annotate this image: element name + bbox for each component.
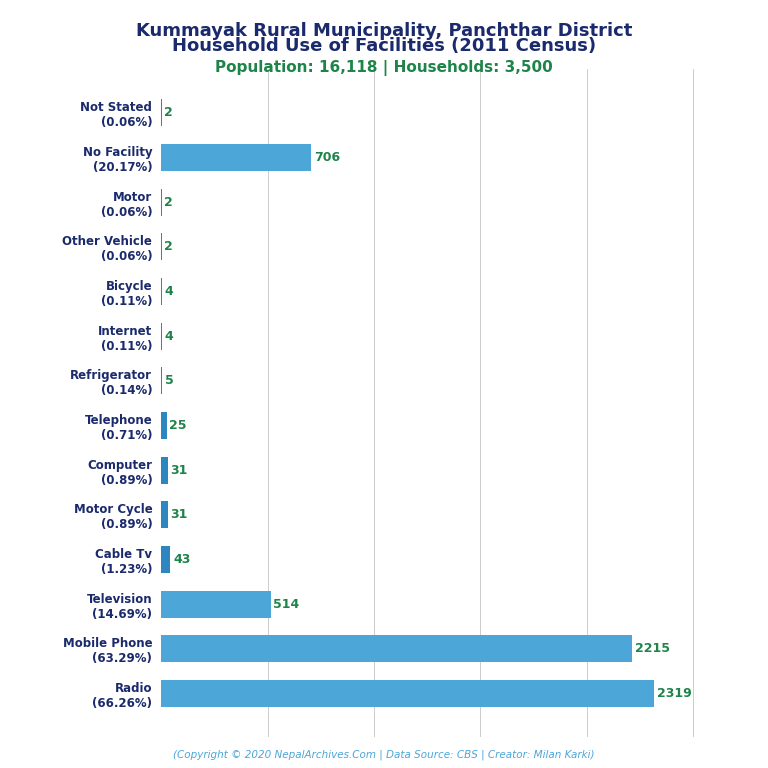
Text: 2: 2 xyxy=(164,240,173,253)
Text: 43: 43 xyxy=(173,553,190,566)
Text: (Copyright © 2020 NepalArchives.Com | Data Source: CBS | Creator: Milan Karki): (Copyright © 2020 NepalArchives.Com | Da… xyxy=(174,750,594,760)
Bar xyxy=(161,591,270,617)
Bar xyxy=(161,367,162,394)
Bar xyxy=(161,680,654,707)
Bar xyxy=(161,323,162,349)
Bar xyxy=(161,546,170,573)
Text: 31: 31 xyxy=(170,508,188,521)
Text: 2215: 2215 xyxy=(635,642,670,655)
Bar xyxy=(161,144,312,171)
Text: Kummayak Rural Municipality, Panchthar District: Kummayak Rural Municipality, Panchthar D… xyxy=(136,22,632,39)
Text: 2: 2 xyxy=(164,107,173,119)
Text: 706: 706 xyxy=(314,151,340,164)
Text: 31: 31 xyxy=(170,464,188,477)
Bar xyxy=(161,635,632,662)
Text: 4: 4 xyxy=(164,285,174,298)
Text: 4: 4 xyxy=(164,329,174,343)
Text: 2319: 2319 xyxy=(657,687,692,700)
Bar xyxy=(161,457,168,484)
Bar xyxy=(161,502,168,528)
Text: Population: 16,118 | Households: 3,500: Population: 16,118 | Households: 3,500 xyxy=(215,60,553,76)
Text: 25: 25 xyxy=(169,419,187,432)
Bar xyxy=(161,412,167,439)
Text: Household Use of Facilities (2011 Census): Household Use of Facilities (2011 Census… xyxy=(172,37,596,55)
Text: 5: 5 xyxy=(165,374,174,387)
Text: 2: 2 xyxy=(164,196,173,209)
Text: 514: 514 xyxy=(273,598,300,611)
Bar xyxy=(161,278,162,305)
